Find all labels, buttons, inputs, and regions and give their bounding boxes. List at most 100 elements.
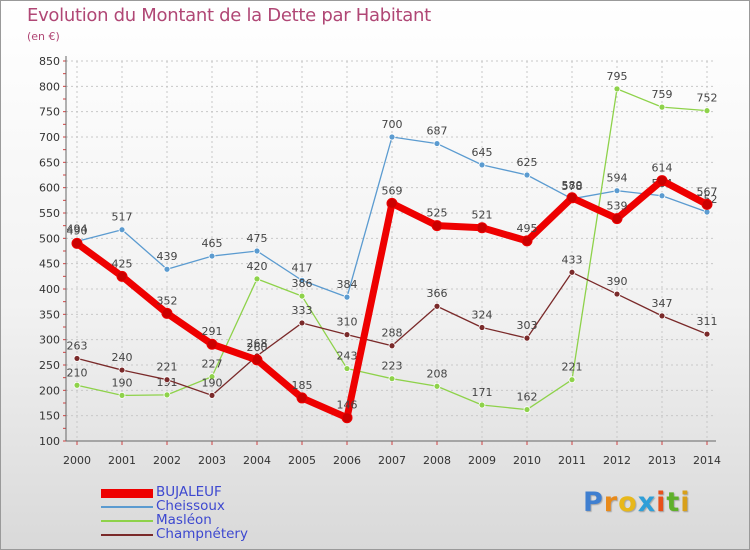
data-point [388,342,396,350]
data-label: 268 [247,337,268,350]
x-tick-label: 2003 [198,454,226,467]
data-label: 420 [247,260,268,273]
data-label: 614 [652,162,673,175]
data-point [478,324,486,331]
data-label: 243 [337,350,358,363]
legend-swatch [101,488,153,498]
legend-label: Champnétery [156,526,248,542]
data-label: 347 [652,297,673,310]
data-point [73,381,81,389]
data-label: 190 [112,376,133,389]
legend-label: BUJALEUF [156,484,222,500]
data-point [658,103,666,111]
data-point [208,373,216,381]
data-point [433,302,441,310]
data-label: 567 [697,185,718,198]
data-label: 311 [697,315,718,328]
y-tick-label: 400 [39,283,60,296]
y-tick-label: 150 [39,410,60,423]
legend-swatch [101,506,153,508]
data-label: 146 [337,399,358,412]
data-label: 494 [67,222,88,235]
data-point [71,237,83,249]
logo-letter: o [618,487,638,518]
y-tick-label: 850 [39,55,60,68]
data-label: 465 [202,237,223,250]
data-label: 795 [607,70,628,83]
legend-swatch [101,534,153,536]
data-point [656,175,668,187]
data-label: 333 [292,304,313,317]
x-tick-label: 2014 [693,454,721,467]
y-tick-label: 800 [39,80,60,93]
data-label: 291 [202,325,223,338]
data-point [73,355,81,362]
data-point [343,331,351,339]
y-tick-label: 550 [39,207,60,220]
data-point [163,265,171,273]
logo-letter: i [680,487,691,518]
y-tick-label: 250 [39,359,60,372]
legend-label: Masléon [156,512,212,528]
data-label: 417 [292,261,313,274]
data-label: 208 [427,367,448,380]
data-label: 303 [517,319,538,332]
y-tick-label: 200 [39,384,60,397]
data-point [523,334,531,342]
data-point [116,270,128,282]
data-label: 162 [517,391,538,404]
data-label: 240 [112,351,133,364]
data-label: 390 [607,275,628,288]
data-label: 324 [472,309,493,322]
data-point [163,376,171,384]
x-tick-label: 2001 [108,454,136,467]
data-label: 578 [562,180,583,193]
data-label: 490 [67,224,88,237]
data-point [611,213,623,225]
x-tick-label: 2002 [153,454,181,467]
data-point [298,292,306,300]
data-label: 475 [247,232,268,245]
data-point [163,391,171,399]
data-label: 310 [337,316,358,329]
data-point [118,366,126,374]
data-point [431,220,443,232]
data-point [613,187,621,195]
data-point [208,252,216,260]
x-tick-label: 2000 [63,454,91,467]
data-label: 185 [292,379,313,392]
data-label: 210 [67,366,88,379]
data-label: 580 [562,179,583,192]
data-point [613,85,621,93]
data-point [341,412,353,424]
data-point [566,192,578,204]
data-point [118,226,126,234]
x-tick-label: 2010 [513,454,541,467]
data-point [703,107,711,115]
y-tick-label: 350 [39,308,60,321]
x-tick-label: 2008 [423,454,451,467]
data-point [253,275,261,283]
data-label: 425 [112,257,133,270]
y-tick-label: 100 [39,435,60,448]
data-point [298,319,306,327]
data-label: 645 [472,146,493,159]
data-label: 752 [697,92,718,105]
data-label: 759 [652,88,673,101]
data-point [251,354,263,366]
data-label: 190 [202,376,223,389]
data-label: 687 [427,125,448,138]
data-point [523,171,531,179]
chart-title: Evolution du Montant de la Dette par Hab… [27,5,431,26]
y-tick-label: 700 [39,131,60,144]
data-point [206,338,218,350]
data-point [386,197,398,209]
data-label: 288 [382,327,403,340]
data-label: 171 [472,386,493,399]
data-label: 352 [157,294,178,307]
data-point [433,382,441,390]
y-tick-label: 650 [39,156,60,169]
data-point [523,406,531,413]
